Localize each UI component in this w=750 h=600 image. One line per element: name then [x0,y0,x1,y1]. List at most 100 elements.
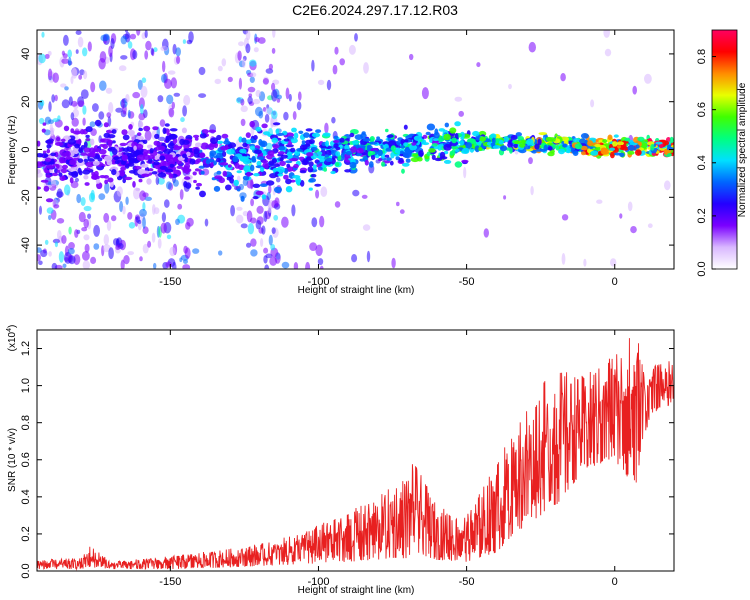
spectrogram-cell [181,127,187,134]
spectrogram-cell [106,220,112,232]
spectrogram-cell [503,136,509,143]
spectrogram-cell [310,173,317,178]
spectrogram-cell [272,122,281,126]
spectrogram-cell [293,262,299,269]
spectrogram-cell [172,261,177,269]
spectrogram-cell [299,144,308,150]
spectrogram-cell [432,138,439,142]
spectrogram-cell [80,197,86,206]
spectrogram-cell [180,117,185,123]
spectrogram-cell [140,163,149,168]
spectrogram-cell [461,159,469,163]
spectrogram-cell [173,92,181,97]
spectrogram-cell [57,230,62,240]
spectrogram-cell [48,119,54,124]
spectrogram-cell [240,105,248,113]
spectrogram-cell [483,228,489,238]
spectrogram-cell [44,54,50,59]
spectrogram-cell [115,107,123,113]
spectrogram-cell [70,76,74,85]
spectrogram-cell [121,154,128,161]
spectrogram-cell [637,136,645,142]
spectrogram-cell [182,264,191,269]
spectrogram-cell [364,159,369,166]
spectrogram-cell [449,150,454,156]
spectrogram-cell [133,145,137,151]
spectrogram-cell [78,149,84,154]
spectrogram-cell [83,174,89,180]
spectrogram-cell [77,100,85,108]
spectrogram-cell [602,139,608,143]
spectrogram-cell [561,253,566,265]
spectrogram-cell [613,134,619,138]
spectrogram-cell [166,94,174,105]
spectrogram-cell [348,44,356,55]
spectrogram-cell [37,168,41,175]
spectrogram-cell [71,67,77,77]
spectrogram-cell [271,227,276,235]
spectrogram-cell [335,162,340,167]
spectrogram-cell [48,214,52,221]
spectrogram-cell [413,135,422,141]
spectrogram-cell [198,93,207,98]
spectrogram-cell [596,199,603,204]
spectrogram-cell [73,149,79,155]
spectrogram-cell [78,74,83,80]
y-tick-label: 0.6 [20,452,32,467]
spectrogram-cell [292,111,297,120]
spectrogram-cell [214,78,222,85]
spectrogram-cell [138,178,143,183]
spectrogram-cell [46,148,51,154]
spectrogram-cell [186,217,194,227]
spectrogram-cell [182,153,187,159]
spectrogram-cell [38,260,43,266]
spectrogram-cell [59,175,66,181]
spectrogram-cell [255,190,264,196]
spectrogram-cell [293,163,299,169]
spectrogram-cell [612,141,618,147]
spectrogram-cell [45,174,52,178]
spectrogram-cell [132,50,138,60]
spectrogram-cell [454,96,463,102]
spectrogram-cell [123,147,130,153]
spectrogram-cell [95,178,101,184]
spectrogram-cell [80,129,85,135]
spectrogram-cell [403,142,408,147]
spectrogram-cell [245,30,251,41]
spectrogram-cell [472,130,480,137]
spectrogram-cell [140,85,148,98]
spectrogram-cell [61,235,67,244]
y-tick-label: 0.8 [20,415,32,430]
spectrogram-cell [478,147,483,151]
snr-series-line [37,338,674,571]
spectrogram-cell [152,126,159,131]
spectrogram-cell [616,141,625,146]
spectrogram-cell [241,58,246,68]
spectrogram-cell [144,30,148,39]
spectrogram-cell [261,141,266,147]
colorbar-tick-label: 0.6 [696,102,708,117]
spectrogram-cell [238,41,245,47]
spectrogram-cell [169,246,176,257]
spectrogram-cell [68,248,75,255]
spectrogram-cell [277,173,284,177]
spectrogram-cell [252,196,259,200]
spectrogram-cell [273,214,279,221]
spectrogram-cell [162,127,167,135]
spectrogram-cell [127,41,133,49]
spectrogram-cell [362,224,371,231]
spectrogram-cell [630,226,637,234]
spectrogram-cell [77,36,84,48]
spectrogram-cell [136,154,146,162]
spectrogram-cell [132,91,141,99]
spectrogram-cell [165,155,170,161]
spectrogram-cell [635,149,642,156]
spectrogram-cell [285,186,293,193]
spectrogram-cell [247,86,256,93]
spectrogram-cell [315,244,323,256]
spectrogram-cell [664,149,668,156]
spectrogram-cell [255,89,261,98]
spectrogram-cell [490,133,497,139]
spectrogram-cell [204,218,209,227]
spectrogram-cell [37,186,41,190]
